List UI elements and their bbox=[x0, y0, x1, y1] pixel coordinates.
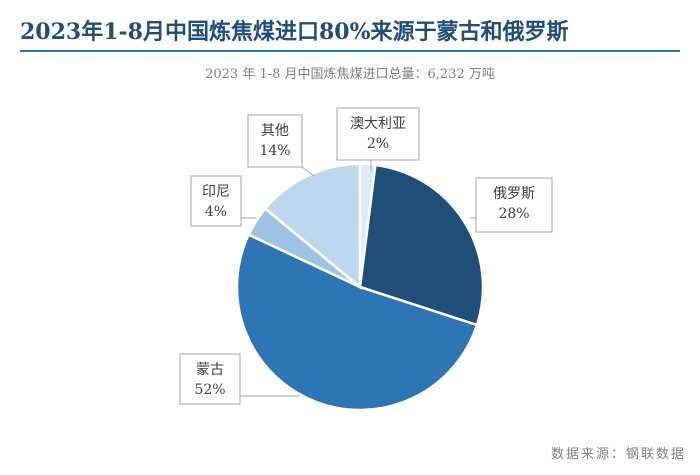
slice-label-2: 蒙古 bbox=[196, 362, 224, 378]
callout-box-2 bbox=[179, 353, 241, 405]
title-divider bbox=[20, 50, 680, 52]
slice-label-3: 印尼 bbox=[202, 184, 230, 200]
callout-leaders bbox=[240, 160, 476, 397]
callout-box-0 bbox=[336, 107, 420, 161]
callout-box-1 bbox=[475, 177, 553, 233]
pie-slice-4 bbox=[263, 162, 362, 290]
chart-title: 2023年1-8月中国炼焦煤进口80%来源于蒙古和俄罗斯 bbox=[20, 19, 569, 45]
slice-value-label-0: 2% bbox=[367, 136, 389, 152]
slice-value-label-4: 14% bbox=[259, 143, 290, 159]
slice-label-1: 俄罗斯 bbox=[493, 186, 535, 202]
callout-box-4 bbox=[247, 114, 303, 168]
data-source: 数据来源：钢联数据 bbox=[550, 447, 686, 462]
slice-value-label-3: 4% bbox=[205, 204, 227, 220]
slice-label-0: 澳大利亚 bbox=[350, 116, 406, 132]
slice-label-4: 其他 bbox=[261, 123, 289, 139]
slice-value-label-2: 52% bbox=[194, 382, 225, 398]
pie-slice-2 bbox=[235, 232, 479, 412]
chart-subtitle: 2023 年 1-8 月中国炼焦煤进口总量：6,232 万吨 bbox=[205, 67, 495, 82]
pie-slice-1 bbox=[358, 163, 485, 327]
slice-value-label-1: 28% bbox=[498, 206, 529, 222]
callout-box-3 bbox=[190, 175, 242, 227]
leader-line-4 bbox=[301, 166, 315, 177]
callouts: 澳大利亚 2% 俄罗斯 28% 蒙古 52% 印尼 4% 其他 14% bbox=[179, 107, 553, 405]
pie-slices bbox=[235, 162, 485, 412]
